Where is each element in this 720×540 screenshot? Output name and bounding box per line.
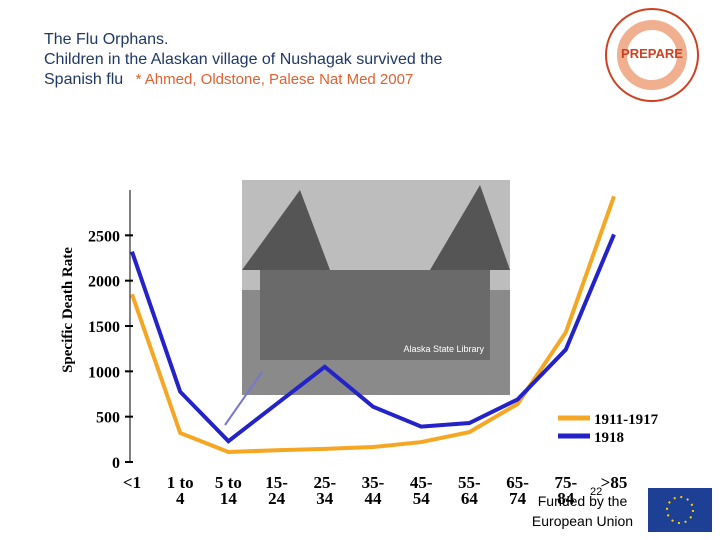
x-tick-label: 45-54	[409, 473, 433, 508]
photo-people	[260, 270, 490, 360]
eu-flag-stars	[666, 496, 694, 524]
legend-label: 1918	[594, 430, 624, 446]
y-tick-label: 1500	[88, 319, 120, 336]
x-tick-label: >85	[600, 473, 628, 492]
y-tick-label: 1000	[88, 364, 120, 381]
x-tick-label: 65-74	[506, 473, 529, 508]
logo: PREPARE	[605, 8, 699, 102]
eu-flag	[648, 488, 712, 532]
logo-text: PREPARE	[621, 46, 683, 61]
x-tick-label: <1	[122, 473, 142, 492]
x-tick-label: 1 to 4	[166, 473, 194, 508]
legend-label: 1911-1917	[594, 412, 659, 428]
y-tick-label: 2000	[88, 274, 120, 291]
y-tick-label: 2500	[88, 228, 120, 245]
photo: Alaska State Library	[242, 180, 510, 395]
x-tick-label: 15-24	[265, 473, 288, 508]
title: The Flu Orphans.	[44, 31, 169, 48]
funding: Funded by the European Union	[531, 493, 634, 529]
x-tick-label: 35-44	[361, 473, 385, 508]
title-block: The Flu Orphans. Children in the Alaskan…	[44, 30, 504, 90]
x-tick-label: 75-84	[554, 473, 578, 508]
pointer-arrow	[224, 371, 263, 426]
y-axis-label: Specific Death Rate	[60, 247, 76, 373]
page-number: 22	[590, 486, 602, 498]
y-tick-label: 500	[96, 410, 120, 427]
x-tick-label: 5 to 14	[214, 473, 242, 508]
photo-house	[242, 190, 330, 270]
x-tick-label: 25-34	[313, 473, 337, 508]
x-tick-label: 55-64	[458, 473, 481, 508]
photo-caption: Alaska State Library	[403, 344, 484, 354]
photo-house	[430, 185, 510, 270]
series-line	[130, 233, 616, 444]
citation: * Ahmed, Oldstone, Palese Nat Med 2007	[135, 71, 414, 88]
legend: 1911-1917 1918	[558, 412, 659, 446]
y-tick-label: 0	[112, 455, 120, 472]
logo-inner	[617, 20, 687, 90]
eu-flag-field	[648, 488, 712, 532]
subtitle: Children in the Alaskan village of Nusha…	[44, 51, 443, 88]
